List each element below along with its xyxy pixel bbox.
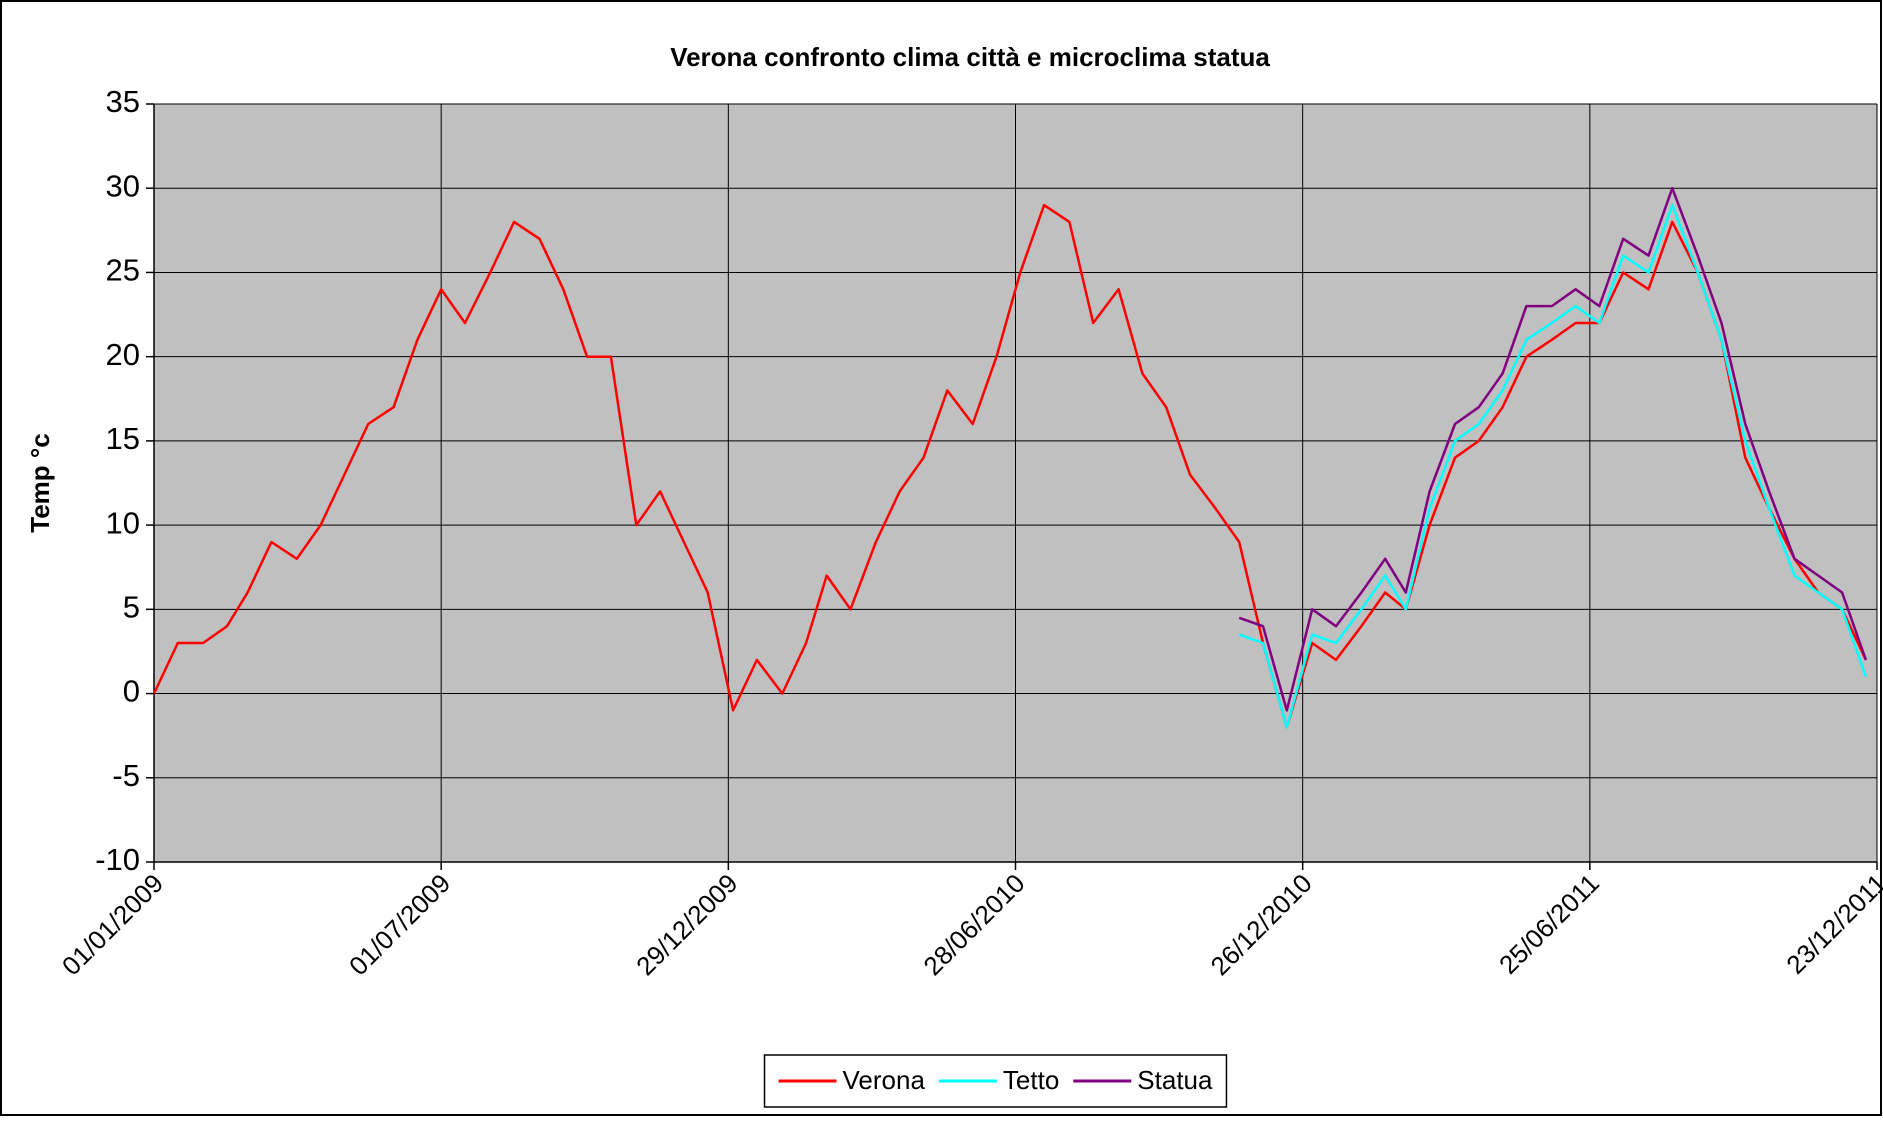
y-tick-label: 25	[106, 253, 140, 288]
legend-label: Verona	[843, 1065, 926, 1095]
y-tick-label: 0	[123, 674, 140, 709]
y-axis-label: Temp °c	[25, 433, 55, 533]
y-tick-label: -10	[95, 842, 140, 877]
y-tick-label: 20	[106, 337, 140, 372]
series-line	[152, 203, 1868, 729]
chart-title: Verona confronto clima città e microclim…	[670, 42, 1270, 72]
y-tick-label: 30	[106, 168, 140, 203]
y-tick-label: 35	[106, 84, 140, 119]
series-line	[1238, 203, 1868, 729]
series-line	[1238, 186, 1868, 712]
legend-label: Tetto	[1003, 1065, 1059, 1095]
legend: Verona Tetto Statua	[763, 1054, 1228, 1108]
y-tick-label: 15	[106, 421, 140, 456]
y-tick-label: 5	[123, 590, 140, 625]
y-tick-label: 10	[106, 505, 140, 540]
legend-label: Statua	[1137, 1065, 1213, 1095]
y-tick-label: -5	[112, 758, 140, 793]
